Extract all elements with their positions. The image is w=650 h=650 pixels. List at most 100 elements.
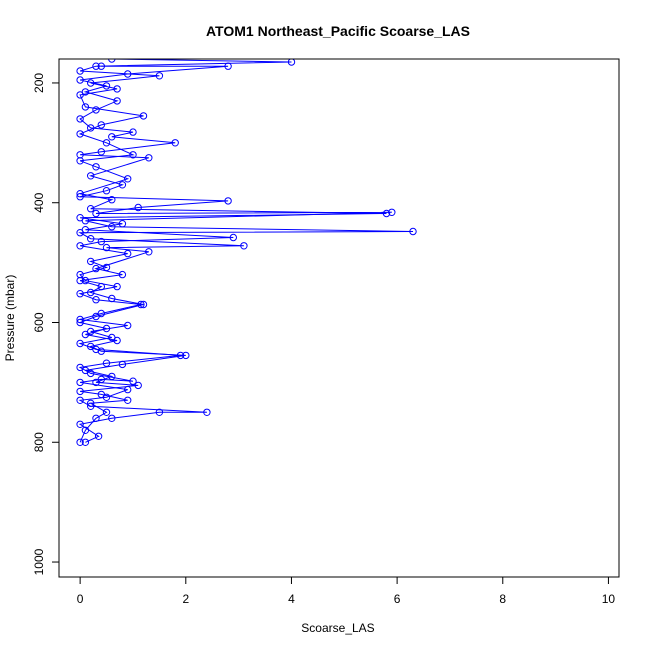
- data-point: [87, 402, 95, 410]
- data-point: [87, 235, 95, 243]
- data-point: [76, 396, 84, 404]
- data-point: [240, 242, 248, 250]
- data-point: [176, 351, 185, 360]
- data-point: [124, 385, 132, 394]
- data-point: [76, 91, 84, 99]
- y-axis-label: Pressure (mbar): [3, 275, 17, 362]
- data-point: [76, 363, 84, 372]
- x-tick-label: 8: [499, 592, 506, 606]
- data-point: [145, 154, 153, 162]
- data-point: [124, 249, 132, 258]
- data-point: [76, 190, 84, 198]
- data-point: [155, 72, 164, 80]
- data-point: [97, 375, 106, 384]
- data-point: [92, 345, 100, 354]
- y-tick-label: 1000: [32, 548, 46, 575]
- data-point: [137, 300, 145, 309]
- data-point: [139, 112, 148, 120]
- data-point: [108, 223, 116, 231]
- data-point: [81, 226, 90, 234]
- data-point: [124, 396, 132, 404]
- data-point: [97, 347, 106, 355]
- data-point: [97, 148, 106, 156]
- data-point: [145, 248, 153, 256]
- data-point: [102, 359, 111, 367]
- data-point: [124, 321, 132, 330]
- data-layer: [76, 59, 417, 446]
- data-point: [108, 333, 116, 342]
- data-point: [81, 276, 90, 285]
- data-point: [382, 209, 391, 218]
- data-point: [108, 59, 116, 63]
- data-point: [76, 157, 84, 165]
- data-point: [409, 227, 417, 236]
- data-point: [102, 139, 111, 147]
- data-point: [118, 220, 127, 228]
- data-point: [171, 139, 179, 147]
- data-point: [203, 408, 211, 416]
- data-point: [102, 243, 111, 252]
- series-line: [78, 65, 414, 443]
- data-point: [97, 237, 106, 246]
- x-tick-label: 10: [602, 592, 616, 606]
- data-point: [81, 103, 90, 111]
- data-point: [76, 420, 84, 428]
- data-point: [76, 438, 84, 446]
- data-point: [134, 203, 142, 212]
- data-point: [124, 175, 132, 183]
- data-point: [129, 377, 137, 385]
- data-point: [87, 369, 95, 378]
- chart-title: ATOM1 Northeast_Pacific Scoarse_LAS: [206, 23, 470, 39]
- data-point: [76, 387, 84, 396]
- data-point: [388, 208, 396, 217]
- data-point: [102, 187, 111, 195]
- x-axis: 0 2 4 6 8 10: [77, 576, 616, 606]
- data-point: [76, 270, 84, 279]
- data-point: [92, 209, 100, 218]
- data-point: [118, 270, 127, 279]
- x-axis-label: Scoarse_LAS: [301, 621, 374, 635]
- data-point: [92, 264, 100, 273]
- data-point: [102, 393, 111, 401]
- series-line: [78, 59, 387, 443]
- data-point: [224, 197, 232, 205]
- y-tick-label: 400: [32, 192, 46, 212]
- data-point: [287, 59, 296, 66]
- y-tick-label: 800: [32, 432, 46, 452]
- data-point: [87, 79, 95, 87]
- data-point: [92, 106, 100, 114]
- data-point: [76, 378, 84, 387]
- data-point: [182, 351, 190, 360]
- data-point: [87, 172, 95, 180]
- data-point: [92, 163, 100, 171]
- x-tick-label: 0: [77, 592, 84, 606]
- data-point: [76, 214, 84, 222]
- data-point: [134, 381, 142, 390]
- x-tick-label: 6: [394, 592, 401, 606]
- data-point: [113, 97, 121, 105]
- data-point: [76, 115, 84, 123]
- data-point: [87, 257, 95, 266]
- data-point: [87, 205, 95, 213]
- data-point: [94, 432, 103, 440]
- data-point: [92, 296, 100, 304]
- data-point: [81, 438, 90, 446]
- data-point: [97, 121, 106, 129]
- data-point: [129, 128, 137, 136]
- y-tick-label: 600: [32, 312, 46, 332]
- plot-frame: [58, 58, 620, 578]
- x-tick-label: 4: [288, 592, 295, 606]
- data-point: [76, 290, 84, 298]
- data-point: [102, 263, 111, 272]
- data-point: [92, 62, 100, 70]
- series-1: [76, 62, 417, 446]
- data-point: [97, 309, 106, 318]
- data-point: [129, 151, 137, 159]
- data-point: [76, 67, 84, 75]
- x-tick-label: 2: [182, 592, 189, 606]
- data-point: [113, 85, 121, 93]
- y-axis: 200 400 600 800 1000: [32, 73, 60, 575]
- data-point: [229, 233, 238, 242]
- data-point: [118, 181, 127, 189]
